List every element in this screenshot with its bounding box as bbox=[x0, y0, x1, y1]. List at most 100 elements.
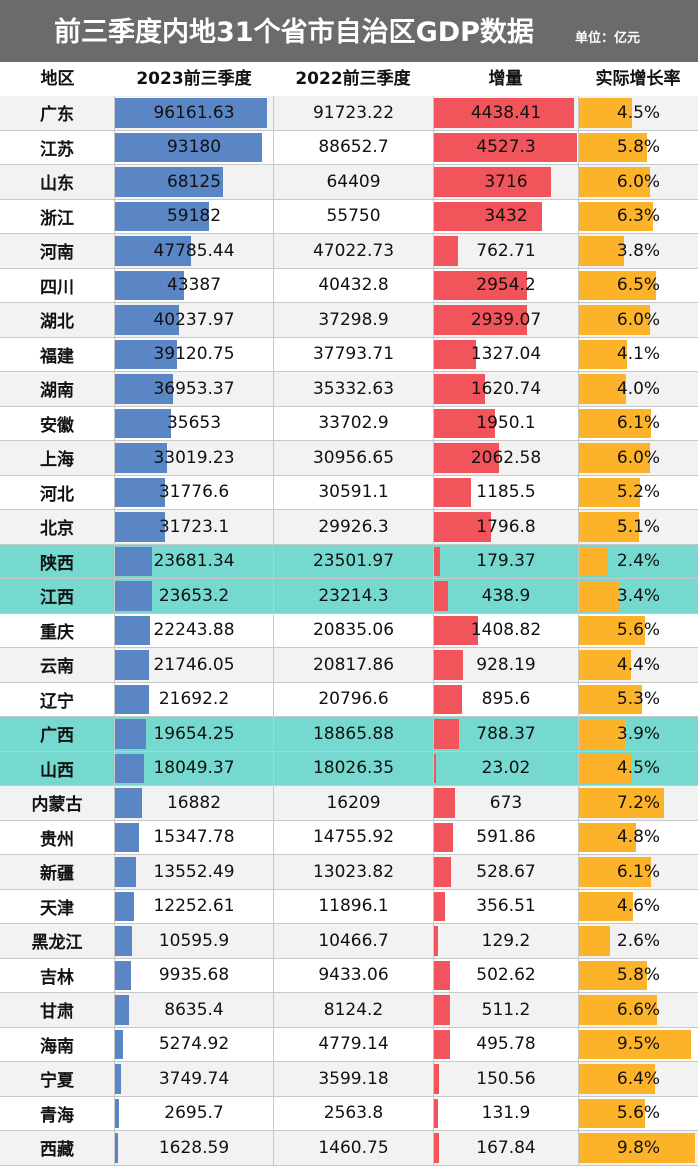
growth-cell: 5.3% bbox=[578, 682, 698, 716]
table-row: 天津 12252.61 11896.1 356.51 4.6% bbox=[0, 889, 698, 924]
increase-cell: 673 bbox=[433, 786, 578, 820]
increase-cell-value: 762.71 bbox=[476, 240, 536, 261]
gdp2023-cell-bar bbox=[115, 1098, 120, 1128]
increase-cell-value: 438.9 bbox=[481, 585, 531, 606]
growth-cell-value: 7.2% bbox=[616, 792, 661, 813]
region-cell: 广西 bbox=[0, 717, 115, 751]
region-cell: 宁夏 bbox=[0, 1062, 115, 1096]
region-cell-value: 内蒙古 bbox=[31, 795, 83, 816]
gdp2023-cell-bar bbox=[115, 236, 191, 266]
gdp2023-cell-bar bbox=[115, 1064, 121, 1094]
table-row: 福建 39120.75 37793.71 1327.04 4.1% bbox=[0, 337, 698, 372]
increase-cell-value: 129.2 bbox=[481, 930, 531, 951]
region-cell-value: 辽宁 bbox=[40, 691, 74, 712]
growth-cell-value: 2.6% bbox=[616, 930, 661, 951]
region-cell: 河南 bbox=[0, 234, 115, 268]
gdp2023-cell-bar bbox=[115, 408, 172, 438]
region-cell: 甘肃 bbox=[0, 993, 115, 1027]
growth-cell-bar bbox=[579, 512, 640, 542]
header-2022: 2022前三季度 bbox=[295, 69, 411, 89]
growth-cell-bar bbox=[579, 684, 642, 714]
gdp2023-cell: 35653 bbox=[115, 407, 273, 441]
increase-cell: 1408.82 bbox=[433, 613, 578, 647]
region-cell: 天津 bbox=[0, 889, 115, 923]
growth-cell: 4.4% bbox=[578, 648, 698, 682]
increase-cell: 150.56 bbox=[433, 1062, 578, 1096]
region-cell: 安徽 bbox=[0, 406, 115, 440]
gdp2023-cell: 8635.4 bbox=[115, 993, 273, 1027]
gdp2022-cell-value: 2563.8 bbox=[323, 1103, 384, 1124]
gdp2023-cell-value: 5274.92 bbox=[158, 1034, 230, 1055]
growth-cell-bar bbox=[579, 443, 650, 473]
header-2023: 2023前三季度 bbox=[136, 69, 252, 89]
increase-cell-bar bbox=[434, 270, 528, 300]
gdp2022-cell-value: 4779.14 bbox=[318, 1034, 389, 1055]
gdp2022-cell: 37793.71 bbox=[273, 337, 433, 371]
increase-cell-bar bbox=[434, 719, 459, 749]
growth-cell: 6.4% bbox=[578, 1062, 698, 1096]
region-cell-value: 湖北 bbox=[40, 312, 74, 333]
growth-cell: 4.5% bbox=[578, 751, 698, 785]
gdp2023-cell-bar bbox=[115, 98, 267, 128]
table-row: 贵州 15347.78 14755.92 591.86 4.8% bbox=[0, 820, 698, 855]
increase-cell: 1327.04 bbox=[433, 337, 578, 371]
increase-cell-value: 4438.41 bbox=[470, 102, 542, 123]
gdp2023-cell-bar bbox=[115, 650, 150, 680]
gdp2022-cell-value: 16209 bbox=[326, 792, 381, 813]
region-cell-value: 宁夏 bbox=[40, 1071, 74, 1092]
gdp2022-cell-value: 23501.97 bbox=[312, 551, 395, 572]
table-row: 广西 19654.25 18865.88 788.37 3.9% bbox=[0, 717, 698, 752]
increase-cell-bar bbox=[434, 305, 527, 335]
growth-cell-bar bbox=[579, 1029, 692, 1059]
growth-cell: 4.1% bbox=[578, 337, 698, 371]
increase-cell: 356.51 bbox=[433, 889, 578, 923]
gdp2023-cell-value: 93180 bbox=[166, 137, 222, 158]
gdp2022-cell: 18865.88 bbox=[273, 717, 433, 751]
region-cell-value: 海南 bbox=[40, 1036, 74, 1057]
increase-cell-bar bbox=[434, 98, 574, 128]
gdp2023-cell: 15347.78 bbox=[115, 821, 273, 855]
gdp2022-cell-value: 33702.9 bbox=[318, 413, 389, 434]
region-cell: 青海 bbox=[0, 1096, 115, 1130]
gdp2022-cell: 13023.82 bbox=[273, 855, 433, 889]
growth-cell-bar bbox=[579, 270, 656, 300]
increase-cell: 1620.74 bbox=[433, 372, 578, 406]
region-cell-value: 江西 bbox=[40, 588, 74, 609]
gdp2022-cell: 9433.06 bbox=[273, 958, 433, 992]
growth-cell: 5.8% bbox=[578, 958, 698, 992]
growth-cell-value: 4.5% bbox=[616, 102, 661, 123]
region-cell: 河北 bbox=[0, 475, 115, 509]
growth-cell-bar bbox=[579, 236, 624, 266]
increase-cell: 511.2 bbox=[433, 993, 578, 1027]
increase-cell: 3716 bbox=[433, 165, 578, 199]
gdp2022-cell: 29926.3 bbox=[273, 510, 433, 544]
gdp2023-cell-bar bbox=[115, 270, 184, 300]
increase-cell-value: 1620.74 bbox=[470, 378, 542, 399]
gdp2022-cell: 30956.65 bbox=[273, 441, 433, 475]
region-cell-value: 山东 bbox=[40, 174, 74, 195]
gdp2022-cell: 11896.1 bbox=[273, 889, 433, 923]
gdp2023-cell-bar bbox=[115, 132, 263, 162]
region-cell: 湖北 bbox=[0, 303, 115, 337]
increase-cell: 4527.3 bbox=[433, 130, 578, 164]
growth-cell-value: 6.0% bbox=[616, 171, 661, 192]
region-cell-value: 湖南 bbox=[40, 381, 74, 402]
increase-cell: 3432 bbox=[433, 199, 578, 233]
region-cell-value: 陕西 bbox=[40, 553, 74, 574]
table-row: 海南 5274.92 4779.14 495.78 9.5% bbox=[0, 1027, 698, 1062]
growth-cell-value: 5.3% bbox=[616, 689, 661, 710]
gdp2022-cell: 2563.8 bbox=[273, 1096, 433, 1130]
page-title: 前三季度内地31个省市自治区GDP数据 bbox=[54, 17, 534, 48]
growth-cell-value: 5.8% bbox=[616, 965, 661, 986]
growth-cell-bar bbox=[579, 408, 651, 438]
increase-cell-bar bbox=[434, 822, 453, 852]
growth-cell-bar bbox=[579, 1064, 655, 1094]
increase-cell-bar bbox=[434, 512, 491, 542]
gdp2023-cell-value: 31776.6 bbox=[158, 482, 230, 503]
gdp2022-cell: 88652.7 bbox=[273, 130, 433, 164]
region-cell-value: 青海 bbox=[40, 1105, 74, 1126]
increase-cell: 2939.07 bbox=[433, 303, 578, 337]
gdp2023-cell: 3749.74 bbox=[115, 1062, 273, 1096]
gdp2023-cell-bar bbox=[115, 615, 151, 645]
gdp2023-cell: 93180 bbox=[115, 131, 273, 165]
